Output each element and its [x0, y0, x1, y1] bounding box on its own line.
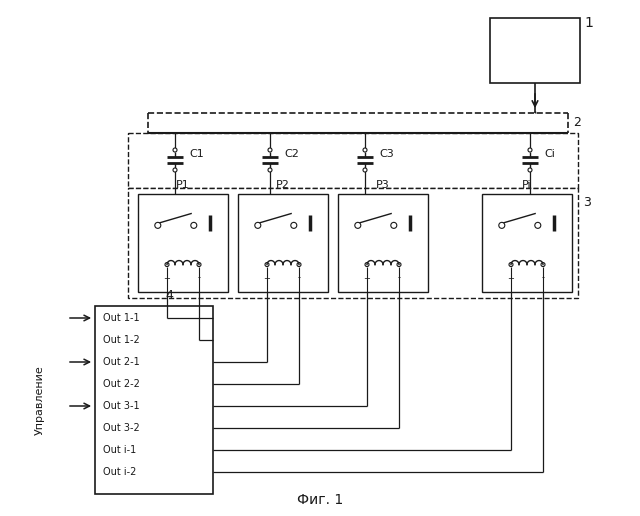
Circle shape	[535, 222, 541, 229]
Circle shape	[268, 148, 272, 152]
Circle shape	[397, 263, 401, 267]
Circle shape	[297, 263, 301, 267]
Circle shape	[541, 263, 545, 267]
Circle shape	[268, 168, 272, 172]
Bar	[338, 194, 428, 292]
Circle shape	[191, 222, 197, 229]
Text: Out 3-2: Out 3-2	[103, 423, 140, 433]
Circle shape	[173, 168, 177, 172]
Text: -: -	[198, 273, 200, 283]
Circle shape	[363, 168, 367, 172]
Circle shape	[528, 148, 532, 152]
Circle shape	[528, 168, 532, 172]
Circle shape	[155, 222, 161, 229]
Bar	[128, 133, 578, 188]
Text: +: +	[264, 273, 271, 283]
Text: -: -	[298, 273, 301, 283]
Text: C3: C3	[379, 149, 394, 159]
Text: P3: P3	[376, 180, 390, 190]
Text: 4: 4	[165, 289, 173, 302]
Text: Out 2-1: Out 2-1	[103, 357, 140, 367]
Circle shape	[363, 148, 367, 152]
Text: +: +	[508, 273, 515, 283]
Text: Out 1-1: Out 1-1	[103, 313, 140, 323]
Circle shape	[165, 263, 169, 267]
Text: P2: P2	[276, 180, 290, 190]
Text: Ci: Ci	[544, 149, 555, 159]
Bar	[95, 306, 213, 494]
Circle shape	[173, 148, 177, 152]
Text: Out i-2: Out i-2	[103, 467, 136, 477]
Circle shape	[197, 263, 201, 267]
Text: P1: P1	[176, 180, 190, 190]
Bar	[138, 194, 228, 292]
Circle shape	[265, 263, 269, 267]
Text: +: +	[364, 273, 371, 283]
Bar	[482, 194, 572, 292]
Circle shape	[355, 222, 361, 229]
Text: +: +	[164, 273, 170, 283]
Circle shape	[255, 222, 261, 229]
Text: 1: 1	[584, 16, 593, 30]
Text: C1: C1	[189, 149, 204, 159]
Text: Out 2-2: Out 2-2	[103, 379, 140, 389]
Text: Out 1-2: Out 1-2	[103, 335, 140, 345]
Text: 3: 3	[583, 196, 591, 209]
Text: -: -	[541, 273, 545, 283]
Text: Pi: Pi	[522, 180, 532, 190]
Text: 2: 2	[573, 117, 581, 130]
Bar	[490, 18, 580, 83]
Text: Управление: Управление	[35, 365, 45, 435]
Text: Out 3-1: Out 3-1	[103, 401, 140, 411]
Circle shape	[509, 263, 513, 267]
Circle shape	[499, 222, 505, 229]
Circle shape	[365, 263, 369, 267]
Text: Фиг. 1: Фиг. 1	[297, 493, 343, 507]
Text: C2: C2	[284, 149, 299, 159]
Circle shape	[291, 222, 297, 229]
Circle shape	[391, 222, 397, 229]
Text: Out i-1: Out i-1	[103, 445, 136, 455]
Bar	[128, 188, 578, 298]
Text: -: -	[397, 273, 401, 283]
Bar	[238, 194, 328, 292]
